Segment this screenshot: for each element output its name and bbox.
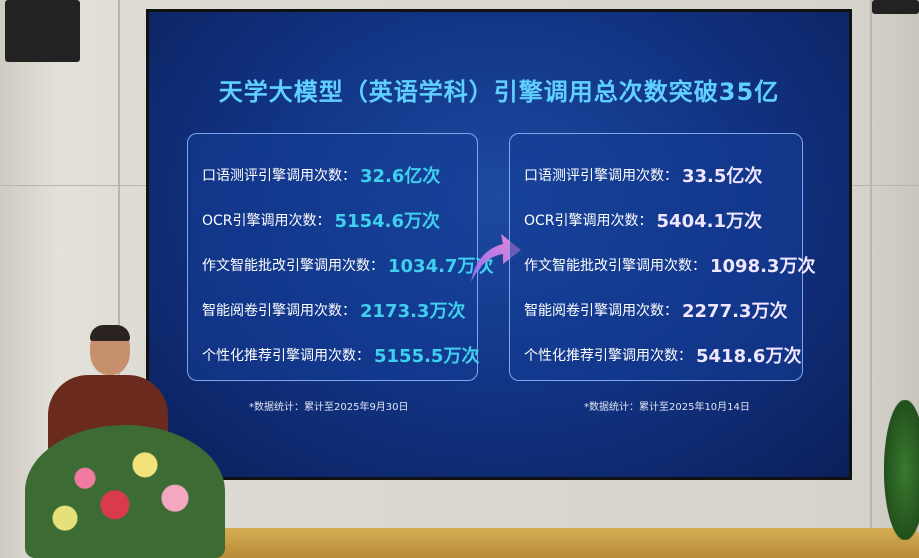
stat-value: 5154.6万次: [334, 210, 440, 232]
stat-label: 智能阅卷引擎调用次数：: [524, 302, 678, 319]
stat-label: 口语测评引擎调用次数：: [524, 167, 678, 184]
stat-row: 作文智能批改引擎调用次数： 1034.7万次: [202, 242, 493, 287]
stat-row: OCR引擎调用次数： 5154.6万次: [202, 197, 477, 242]
stat-value: 32.6亿次: [360, 165, 441, 187]
sofa: [205, 528, 919, 558]
stat-label: 口语测评引擎调用次数：: [202, 167, 356, 184]
before-stats-card: 口语测评引擎调用次数： 32.6亿次 OCR引擎调用次数： 5154.6万次 作文智…: [187, 133, 493, 381]
stat-row: 作文智能批改引擎调用次数： 1098.3万次: [524, 242, 815, 287]
slide-title: 天学大模型（英语学科）引擎调用总次数突破35亿: [218, 78, 780, 106]
stat-value: 5155.5万次: [374, 345, 480, 367]
stat-value: 2173.3万次: [360, 300, 466, 322]
stat-row: 智能阅卷引擎调用次数： 2173.3万次: [202, 287, 477, 332]
stat-label: 个性化推荐引擎调用次数：: [202, 347, 370, 364]
person-hair: [90, 325, 130, 341]
after-data-note: *数据统计：累计至2025年10月14日: [584, 402, 750, 413]
stat-value: 1034.7万次: [388, 255, 494, 277]
stat-row: 口语测评引擎调用次数： 32.6亿次: [202, 152, 477, 197]
stat-label: 智能阅卷引擎调用次数：: [202, 302, 356, 319]
stat-label: OCR引擎调用次数：: [202, 212, 331, 229]
slide: 天学大模型（英语学科）引擎调用总次数突破35亿 口语测评引擎调用次数： 32.6亿…: [149, 12, 849, 477]
stat-value: 5404.1万次: [656, 210, 762, 232]
stat-row: 个性化推荐引擎调用次数： 5418.6万次: [524, 332, 802, 377]
curved-arrow-right-icon: [471, 234, 521, 282]
after-stats-card: 口语测评引擎调用次数： 33.5亿次 OCR引擎调用次数： 5404.1万次 作文智…: [509, 133, 815, 381]
stat-row: 个性化推荐引擎调用次数： 5155.5万次: [202, 332, 480, 377]
wall-speaker: [872, 0, 919, 14]
stat-row: 口语测评引擎调用次数： 33.5亿次: [524, 152, 802, 197]
wall-speaker: [5, 0, 80, 62]
before-data-note: *数据统计：累计至2025年9月30日: [249, 402, 409, 413]
potted-plant: [884, 400, 919, 540]
stat-label: 作文智能批改引擎调用次数：: [202, 257, 384, 274]
stat-label: OCR引擎调用次数：: [524, 212, 653, 229]
wall-seam: [870, 0, 872, 558]
stat-value: 5418.6万次: [696, 345, 802, 367]
stat-row: 智能阅卷引擎调用次数： 2277.3万次: [524, 287, 802, 332]
stat-value: 2277.3万次: [682, 300, 788, 322]
stat-value: 1098.3万次: [710, 255, 816, 277]
stat-label: 作文智能批改引擎调用次数：: [524, 257, 706, 274]
wall-seam: [118, 0, 120, 558]
stat-row: OCR引擎调用次数： 5404.1万次: [524, 197, 802, 242]
stat-label: 个性化推荐引擎调用次数：: [524, 347, 692, 364]
projection-screen: 天学大模型（英语学科）引擎调用总次数突破35亿 口语测评引擎调用次数： 32.6亿…: [146, 9, 852, 480]
stat-value: 33.5亿次: [682, 165, 763, 187]
flower-bouquet: [25, 425, 225, 558]
